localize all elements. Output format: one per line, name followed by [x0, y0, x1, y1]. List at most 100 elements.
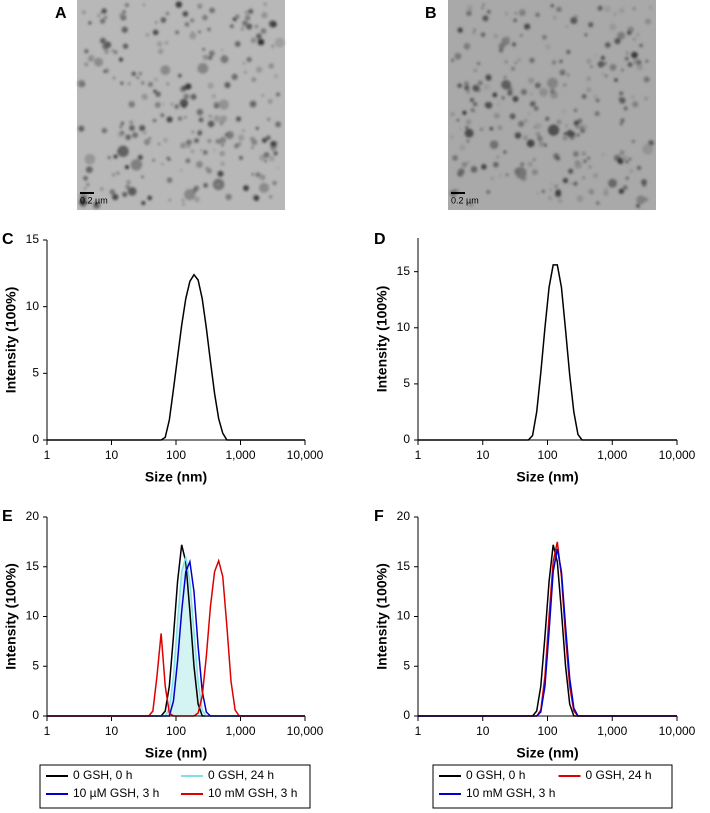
particle	[112, 193, 119, 201]
particle	[492, 92, 498, 98]
particle	[600, 55, 606, 61]
particle	[628, 157, 632, 161]
particle	[255, 172, 261, 178]
particle	[87, 54, 95, 62]
particle	[576, 195, 584, 202]
particle	[161, 162, 164, 166]
particle	[185, 83, 192, 90]
particle	[109, 189, 116, 195]
particle	[581, 151, 587, 156]
y-tick-label: 0	[32, 708, 39, 722]
particle	[570, 16, 578, 24]
particle	[196, 161, 203, 168]
particle	[111, 48, 115, 53]
particle	[258, 182, 270, 193]
particle	[466, 10, 472, 17]
particle	[534, 82, 541, 89]
particle	[451, 58, 454, 62]
particle	[180, 142, 187, 149]
particle	[583, 159, 587, 164]
x-axis-label: Size (nm)	[516, 745, 578, 761]
particle	[246, 56, 252, 63]
particle	[468, 201, 474, 207]
particle	[229, 24, 234, 29]
particle	[138, 72, 142, 76]
y-tick-label: 5	[32, 366, 39, 380]
particle	[184, 188, 196, 201]
particle	[601, 152, 605, 157]
particle	[224, 82, 231, 89]
particle	[263, 2, 267, 6]
particle	[632, 101, 639, 108]
particle	[631, 140, 635, 143]
particle	[220, 143, 225, 147]
particle	[473, 110, 476, 113]
particle	[459, 127, 463, 131]
particle	[625, 51, 629, 55]
particle	[625, 176, 629, 180]
legend-label: 0 GSH, 0 h	[466, 768, 525, 782]
particle	[111, 172, 116, 177]
particle	[566, 49, 571, 55]
particle	[504, 60, 508, 63]
y-axis-label: Intensity (100%)	[374, 286, 390, 393]
particle	[266, 117, 271, 122]
particle	[256, 33, 262, 40]
x-tick-label: 100	[537, 448, 557, 462]
particle	[97, 14, 100, 17]
particle	[263, 151, 270, 158]
x-tick-label: 10,000	[287, 448, 324, 462]
particle	[608, 178, 617, 188]
particle	[218, 99, 229, 110]
particle	[166, 116, 173, 123]
particle	[220, 161, 225, 167]
particle	[581, 93, 587, 99]
particle	[531, 169, 538, 176]
particle	[501, 96, 505, 100]
particle	[82, 10, 86, 15]
particle	[456, 118, 460, 122]
micrograph-texture	[77, 1, 285, 209]
particle	[636, 165, 642, 171]
particle	[619, 91, 624, 96]
particle	[518, 120, 525, 128]
particle	[202, 150, 208, 155]
particle	[92, 201, 101, 209]
particle	[480, 32, 486, 37]
particle	[259, 174, 266, 181]
particle	[459, 144, 466, 151]
particle	[463, 43, 471, 50]
particle	[157, 48, 164, 55]
particle	[181, 202, 185, 206]
particle	[529, 92, 533, 96]
particle	[544, 43, 551, 50]
particle	[537, 135, 543, 142]
particle	[588, 188, 595, 195]
particle	[505, 173, 509, 176]
particle	[504, 76, 507, 79]
particle	[566, 129, 574, 137]
particle	[174, 104, 180, 109]
particle	[635, 203, 641, 208]
particle	[242, 129, 245, 132]
particle	[450, 112, 455, 117]
particle	[225, 131, 234, 140]
particle	[553, 153, 560, 160]
particle	[127, 186, 137, 196]
particle	[612, 11, 618, 17]
particle	[248, 8, 254, 15]
particle	[576, 133, 580, 137]
y-tick-label: 15	[397, 264, 411, 278]
particle	[250, 136, 255, 142]
particle	[249, 100, 257, 108]
particle	[465, 119, 472, 125]
particle	[481, 164, 487, 170]
particle	[580, 128, 586, 134]
x-axis-label: Size (nm)	[145, 745, 207, 761]
particle	[101, 8, 107, 14]
particle	[614, 78, 618, 82]
particle	[476, 62, 481, 66]
particle	[514, 61, 518, 64]
particle	[137, 154, 143, 161]
